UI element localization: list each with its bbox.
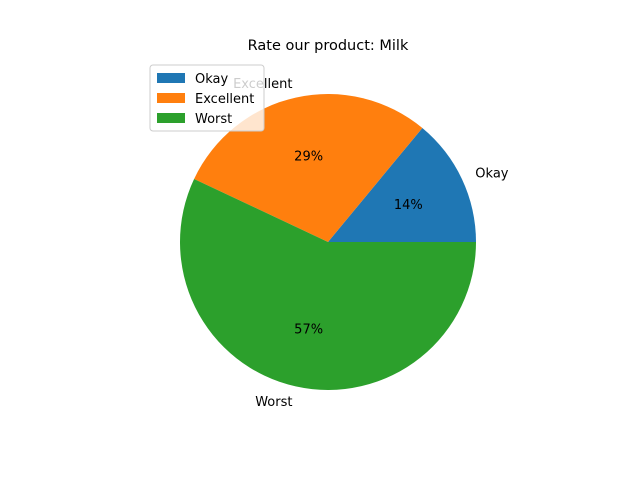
legend: Okay Excellent Worst xyxy=(149,64,265,132)
pie-slice-okay xyxy=(328,127,476,242)
slice-percent-okay: 14% xyxy=(394,198,423,213)
slice-percent-worst: 57% xyxy=(294,323,323,338)
slice-label-worst: Worst xyxy=(255,395,292,410)
slice-percent-excellent: 29% xyxy=(294,149,323,164)
legend-label-worst: Worst xyxy=(195,112,232,127)
pie-slice-worst xyxy=(179,178,476,391)
legend-label-excellent: Excellent xyxy=(195,92,254,107)
slice-label-okay: Okay xyxy=(475,167,508,182)
legend-swatch-excellent xyxy=(157,93,185,103)
pie-slices xyxy=(179,94,476,391)
legend-swatch-worst xyxy=(157,113,185,123)
legend-label-okay: Okay xyxy=(195,72,228,87)
chart-title: Rate our product: Milk xyxy=(248,38,409,54)
legend-swatch-okay xyxy=(157,73,185,83)
